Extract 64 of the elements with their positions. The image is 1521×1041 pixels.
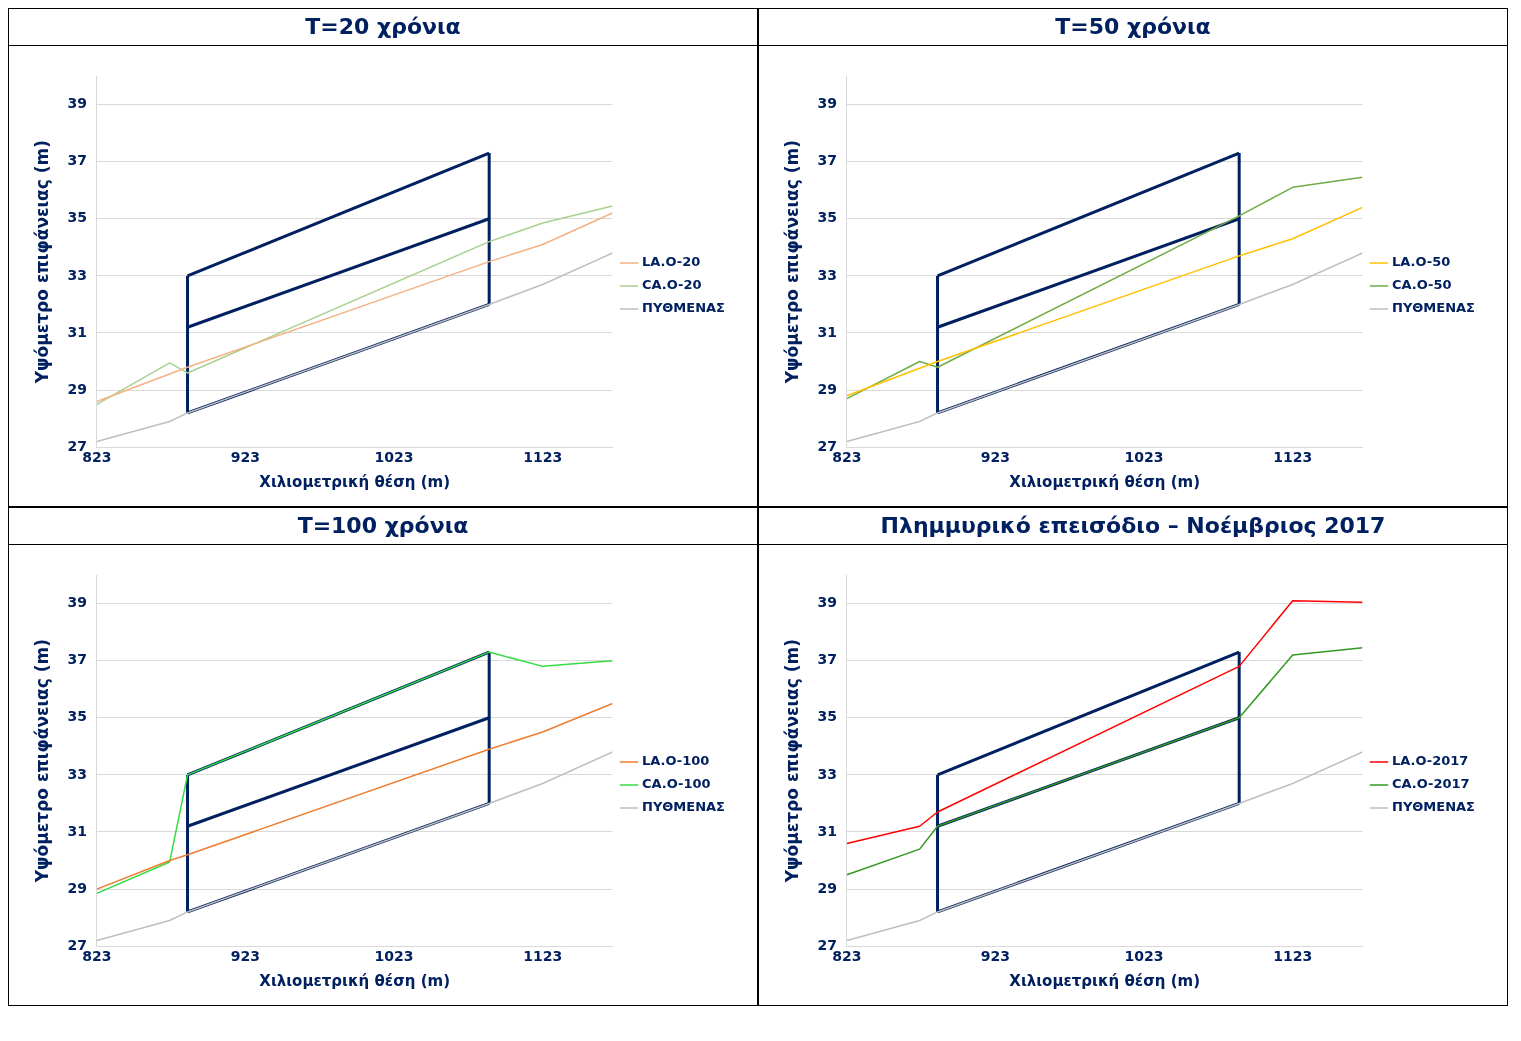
chart-title: T=100 χρόνια — [9, 508, 757, 545]
x-tick-label: 923 — [230, 948, 261, 965]
y-tick-label: 31 — [817, 822, 837, 839]
y-tick-label: 31 — [67, 323, 87, 340]
x-tick-label: 1123 — [1273, 948, 1313, 965]
y-axis-title: Υψόμετρο επιφάνειας (m) — [781, 140, 802, 385]
legend-label: CA.O-100 — [642, 776, 711, 792]
y-tick-label: 33 — [817, 765, 837, 782]
x-axis-title: Χιλιομετρική θέση (m) — [259, 971, 451, 990]
y-tick-label: 33 — [67, 765, 87, 782]
x-tick-label: 1123 — [523, 948, 563, 965]
y-tick-label: 35 — [67, 708, 87, 725]
y-tick-label: 31 — [67, 822, 87, 839]
legend-label: LA.O-20 — [642, 254, 701, 270]
x-axis-title: Χιλιομετρική θέση (m) — [259, 472, 451, 491]
legend-label: ΠΥΘΜΕΝΑΣ — [1392, 300, 1475, 316]
x-tick-label: 923 — [980, 449, 1011, 466]
chart-title: T=50 χρόνια — [759, 9, 1507, 46]
y-axis-title: Υψόμετρο επιφάνειας (m) — [31, 140, 52, 385]
y-tick-label: 39 — [67, 95, 87, 112]
chart-title: T=20 χρόνια — [9, 9, 757, 46]
y-tick-label: 37 — [817, 651, 837, 668]
x-tick-label: 1023 — [1124, 948, 1164, 965]
y-tick-label: 37 — [67, 152, 87, 169]
y-tick-label: 29 — [67, 380, 87, 397]
legend-label: CA.O-20 — [642, 277, 702, 293]
x-tick-label: 823 — [832, 449, 862, 466]
legend-label: ΠΥΘΜΕΝΑΣ — [642, 799, 725, 815]
y-tick-label: 35 — [817, 708, 837, 725]
y-axis-title: Υψόμετρο επιφάνειας (m) — [31, 639, 52, 884]
y-tick-label: 29 — [817, 879, 837, 896]
x-tick-label: 1023 — [1124, 449, 1164, 466]
x-tick-label: 1023 — [374, 449, 414, 466]
chart-title: Πλημμυρικό επεισόδιο – Νοέμβριος 2017 — [759, 508, 1507, 545]
legend-label: ΠΥΘΜΕΝΑΣ — [642, 300, 725, 316]
x-tick-label: 1123 — [1273, 449, 1313, 466]
x-tick-label: 823 — [832, 948, 862, 965]
legend-label: ΠΥΘΜΕΝΑΣ — [1392, 799, 1475, 815]
y-tick-label: 37 — [67, 651, 87, 668]
y-tick-label: 39 — [817, 594, 837, 611]
y-tick-label: 29 — [67, 879, 87, 896]
y-tick-label: 39 — [67, 594, 87, 611]
y-tick-label: 33 — [817, 266, 837, 283]
x-tick-label: 823 — [82, 948, 112, 965]
legend-label: CA.O-50 — [1392, 277, 1452, 293]
y-tick-label: 39 — [817, 95, 837, 112]
x-tick-label: 923 — [980, 948, 1011, 965]
legend-label: LA.O-50 — [1392, 254, 1451, 270]
y-tick-label: 37 — [817, 152, 837, 169]
x-tick-label: 823 — [82, 449, 112, 466]
legend-label: LA.O-2017 — [1392, 753, 1469, 769]
x-tick-label: 923 — [230, 449, 261, 466]
y-tick-label: 33 — [67, 266, 87, 283]
x-tick-label: 1123 — [523, 449, 563, 466]
y-axis-title: Υψόμετρο επιφάνειας (m) — [781, 639, 802, 884]
x-axis-title: Χιλιομετρική θέση (m) — [1009, 472, 1201, 491]
y-tick-label: 29 — [817, 380, 837, 397]
y-tick-label: 31 — [817, 323, 837, 340]
legend-label: CA.O-2017 — [1392, 776, 1470, 792]
y-tick-label: 35 — [67, 209, 87, 226]
legend-label: LA.O-100 — [642, 753, 710, 769]
x-axis-title: Χιλιομετρική θέση (m) — [1009, 971, 1201, 990]
x-tick-label: 1023 — [374, 948, 414, 965]
y-tick-label: 35 — [817, 209, 837, 226]
